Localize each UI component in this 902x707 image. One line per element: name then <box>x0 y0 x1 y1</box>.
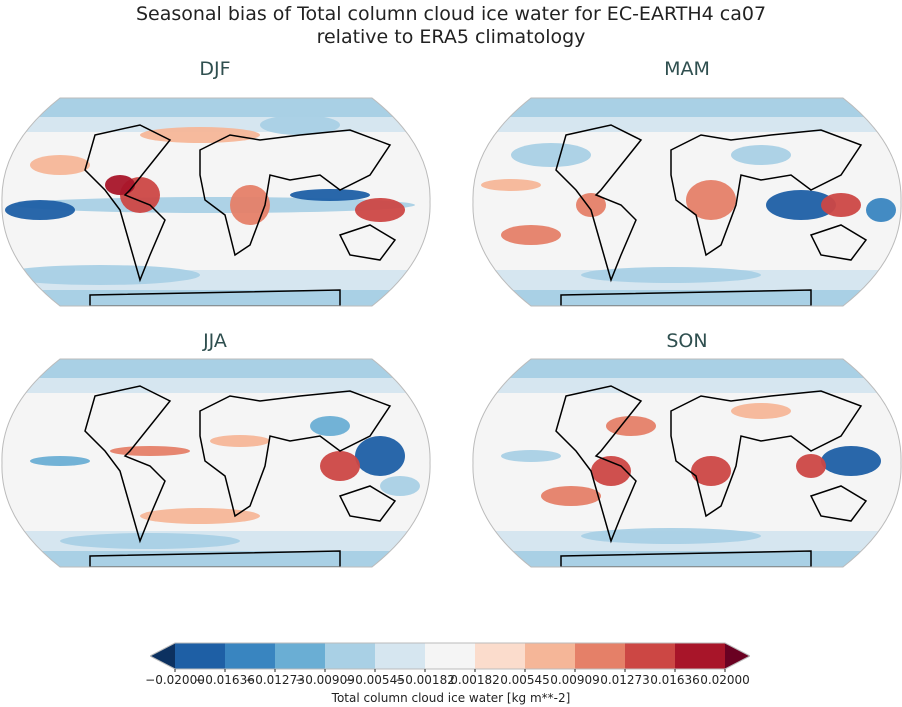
panel-title-mam: MAM <box>664 58 710 80</box>
coastline <box>670 390 863 518</box>
colorbar-segment <box>675 643 726 669</box>
coastline <box>84 385 172 544</box>
colorbar-tick-label: 0.00545 <box>500 673 550 687</box>
bias-region <box>541 486 601 506</box>
colorbar-tick-label: 0.00182 <box>450 673 500 687</box>
map-boundary <box>1 97 431 307</box>
bias-region <box>821 193 861 217</box>
colorbar-tick-label: −0.01273 <box>245 673 305 687</box>
colorbar-tick-label: −0.02000 <box>145 673 205 687</box>
colorbar-extend-low <box>150 643 175 669</box>
bias-region <box>15 197 415 213</box>
colorbar-segment <box>475 643 526 669</box>
colorbar-segment <box>225 643 276 669</box>
bias-region <box>355 436 405 476</box>
colorbar-segment <box>575 643 626 669</box>
colorbar-tick-label: 0.01273 <box>600 673 650 687</box>
bias-region <box>581 267 761 283</box>
bias-region <box>110 446 190 456</box>
colorbar-tick-label: −0.00182 <box>395 673 455 687</box>
colorbar-segment <box>425 643 476 669</box>
map-mam <box>472 97 902 307</box>
bias-region <box>511 143 591 167</box>
bias-region <box>140 508 260 524</box>
bias-region <box>230 185 270 225</box>
map-djf <box>1 97 431 307</box>
colorbar-segment <box>325 643 376 669</box>
bias-region <box>766 190 836 220</box>
coastline <box>670 129 863 257</box>
colorbar-segment <box>625 643 676 669</box>
bias-region <box>60 533 240 549</box>
colorbar-label: Total column cloud ice water [kg m**-2] <box>331 691 571 705</box>
colorbar-tick-label: 0.02000 <box>700 673 750 687</box>
coastline <box>89 550 341 567</box>
bias-region <box>591 456 631 486</box>
bias-region <box>210 435 270 447</box>
panel-title-jja: JJA <box>203 330 227 352</box>
map-son <box>472 358 902 568</box>
bias-region <box>686 180 736 220</box>
colorbar <box>150 642 750 672</box>
bias-region <box>355 198 405 222</box>
bias-region <box>821 446 881 476</box>
bias-region <box>866 198 896 222</box>
figure-title-line2: relative to ERA5 climatology <box>316 26 586 48</box>
bias-region <box>30 155 90 175</box>
bias-region <box>691 456 731 486</box>
coastline <box>338 485 397 522</box>
coastline <box>560 550 812 567</box>
colorbar-tick-label: −0.00909 <box>295 673 355 687</box>
bias-region <box>796 454 826 478</box>
bias-region <box>606 416 656 436</box>
colorbar-tick-label: 0.01636 <box>650 673 700 687</box>
colorbar-tick-label: −0.01636 <box>195 673 255 687</box>
bias-region <box>380 476 420 496</box>
bias-region <box>731 403 791 419</box>
colorbar-segment <box>275 643 326 669</box>
bias-region <box>105 175 135 195</box>
colorbar-tick-label: 0.00909 <box>550 673 600 687</box>
bias-region <box>1 265 200 285</box>
coastline <box>809 224 868 261</box>
coastline <box>555 385 643 544</box>
colorbar-segment <box>175 643 226 669</box>
coastline <box>199 129 392 257</box>
map-boundary <box>1 358 431 568</box>
colorbar-segment <box>375 643 426 669</box>
figure-title-line1: Seasonal bias of Total column cloud ice … <box>135 3 767 25</box>
colorbar-tick-label: −0.00545 <box>345 673 405 687</box>
bias-region <box>5 200 75 220</box>
panel-title-son: SON <box>666 330 708 352</box>
bias-region <box>320 451 360 481</box>
bias-region <box>501 225 561 245</box>
coastline <box>84 124 172 283</box>
colorbar-extend-high <box>725 643 750 669</box>
map-jja <box>1 358 431 568</box>
bias-region <box>30 456 90 466</box>
bias-region <box>290 189 370 201</box>
panel-title-djf: DJF <box>199 58 231 80</box>
bias-region <box>310 416 350 436</box>
map-boundary <box>472 97 902 307</box>
coastline <box>809 485 868 522</box>
bias-region <box>260 115 340 135</box>
bias-region <box>140 127 260 143</box>
map-boundary <box>472 358 902 568</box>
bias-region <box>501 450 561 462</box>
bias-region <box>481 179 541 191</box>
bias-region <box>581 528 761 544</box>
colorbar-segment <box>525 643 576 669</box>
coastline <box>338 224 397 261</box>
bias-region <box>731 145 791 165</box>
coastline <box>555 124 643 283</box>
coastline <box>199 390 392 518</box>
coastline <box>89 289 341 306</box>
coastline <box>560 289 812 306</box>
